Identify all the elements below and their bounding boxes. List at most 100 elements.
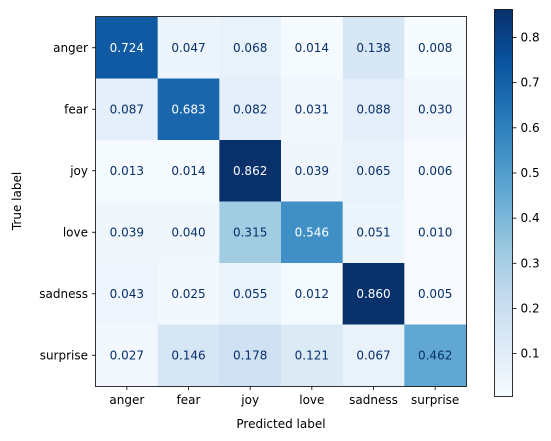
cell-value-label: 0.030 <box>418 102 452 116</box>
cell-value-label: 0.082 <box>233 102 267 116</box>
cell-value-label: 0.724 <box>110 41 144 55</box>
y-tick-label: fear <box>64 102 88 116</box>
heatmap-cell <box>219 78 282 141</box>
heatmap-cell <box>219 17 282 79</box>
cell-value-label: 0.462 <box>418 348 452 362</box>
x-tick-label: anger <box>109 393 144 407</box>
cell-value-label: 0.088 <box>356 102 390 116</box>
colorbar-ticks: 0.1 0.2 0.3 0.4 0.5 0.6 0.7 0.8 <box>512 30 540 361</box>
cell-value-label: 0.010 <box>418 225 452 239</box>
cell-value-label: 0.039 <box>110 225 144 239</box>
heatmap-cell <box>404 324 467 387</box>
heatmap-cell <box>281 201 344 264</box>
cell-value-label: 0.546 <box>295 225 329 239</box>
cell-value-label: 0.025 <box>171 287 205 301</box>
colorbar-tick-label: 0.5 <box>521 166 540 180</box>
cell-value-label: 0.013 <box>110 164 144 178</box>
x-tick-label: fear <box>177 393 201 407</box>
heatmap-cell <box>157 140 220 202</box>
heatmap-cell <box>96 78 159 141</box>
cell-value-label: 0.012 <box>295 287 329 301</box>
cell-value-label: 0.047 <box>171 41 205 55</box>
heatmap-cell <box>342 78 405 141</box>
cell-value-label: 0.067 <box>356 348 390 362</box>
heatmap-cell <box>96 17 159 79</box>
cell-value-label: 0.862 <box>233 164 267 178</box>
y-axis-label: True label <box>10 172 24 231</box>
cell-value-label: 0.031 <box>295 102 329 116</box>
x-tick-label: joy <box>240 393 259 407</box>
colorbar-tick-label: 0.4 <box>521 211 540 225</box>
heatmap-cell <box>281 17 344 79</box>
heatmap-cell <box>404 17 467 79</box>
x-axis-ticks: anger fear joy love sadness surprise <box>109 386 459 407</box>
heatmap-cell <box>281 78 344 141</box>
cell-value-label: 0.860 <box>356 287 390 301</box>
cell-value-label: 0.027 <box>110 348 144 362</box>
colorbar-tick-label: 0.1 <box>521 347 540 361</box>
cell-value-label: 0.178 <box>233 348 267 362</box>
colorbar-tick-label: 0.2 <box>521 301 540 315</box>
heatmap-cell <box>96 201 159 264</box>
cell-value-label: 0.043 <box>110 287 144 301</box>
plot-frame <box>95 16 467 387</box>
cell-value-label: 0.146 <box>171 348 205 362</box>
cell-value-label: 0.008 <box>418 41 452 55</box>
heatmap-cell <box>219 263 282 325</box>
heatmap-cell <box>404 140 467 202</box>
cell-value-label: 0.051 <box>356 225 390 239</box>
heatmap-cell <box>342 201 405 264</box>
x-tick-label: surprise <box>411 393 459 407</box>
cell-value-label: 0.065 <box>356 164 390 178</box>
heatmap-cell <box>342 263 405 325</box>
heatmap-cells <box>96 17 467 387</box>
x-tick-label: sadness <box>349 393 398 407</box>
colorbar-tick-label: 0.7 <box>521 76 540 90</box>
heatmap-cell <box>281 324 344 387</box>
heatmap-cell <box>342 324 405 387</box>
colorbar-tick-label: 0.3 <box>521 256 540 270</box>
heatmap-cell <box>219 324 282 387</box>
heatmap-cell <box>96 324 159 387</box>
heatmap-cell <box>219 140 282 202</box>
heatmap-cell <box>219 201 282 264</box>
x-axis-label: Predicted label <box>236 417 325 431</box>
heatmap-cell <box>96 263 159 325</box>
colorbar-tick-label: 0.8 <box>521 30 540 44</box>
heatmap-cell <box>157 78 220 141</box>
y-tick-label: love <box>63 225 88 239</box>
heatmap-cell <box>404 263 467 325</box>
heatmap-cell <box>404 78 467 141</box>
y-tick-label: sadness <box>39 287 88 301</box>
y-tick-label: joy <box>69 164 88 178</box>
x-tick-label: love <box>299 393 324 407</box>
cell-value-label: 0.683 <box>171 102 205 116</box>
cell-value-label: 0.055 <box>233 287 267 301</box>
cell-value-label: 0.039 <box>295 164 329 178</box>
heatmap-cell <box>157 263 220 325</box>
heatmap-cell <box>281 263 344 325</box>
cell-value-label: 0.005 <box>418 287 452 301</box>
cell-value-label: 0.006 <box>418 164 452 178</box>
heatmap-cell <box>342 140 405 202</box>
cell-value-label: 0.014 <box>171 164 205 178</box>
cell-value-label: 0.014 <box>295 41 329 55</box>
y-tick-label: surprise <box>40 348 88 362</box>
cell-value-label: 0.068 <box>233 41 267 55</box>
cell-value-label: 0.040 <box>171 225 205 239</box>
heatmap-cell <box>342 17 405 79</box>
heatmap-cell-labels: 0.724 0.047 0.068 0.014 0.138 0.008 0.087 0.683… <box>110 41 453 363</box>
colorbar-tick-label: 0.6 <box>521 121 540 135</box>
cell-value-label: 0.315 <box>233 225 267 239</box>
cell-value-label: 0.121 <box>295 348 329 362</box>
heatmap-cell <box>157 324 220 387</box>
heatmap-cell <box>157 17 220 79</box>
heatmap-cell <box>281 140 344 202</box>
y-tick-label: anger <box>53 41 88 55</box>
heatmap-cell <box>157 201 220 264</box>
heatmap-cell <box>404 201 467 264</box>
cell-value-label: 0.138 <box>356 41 390 55</box>
heatmap-cell <box>96 140 159 202</box>
cell-value-label: 0.087 <box>110 102 144 116</box>
